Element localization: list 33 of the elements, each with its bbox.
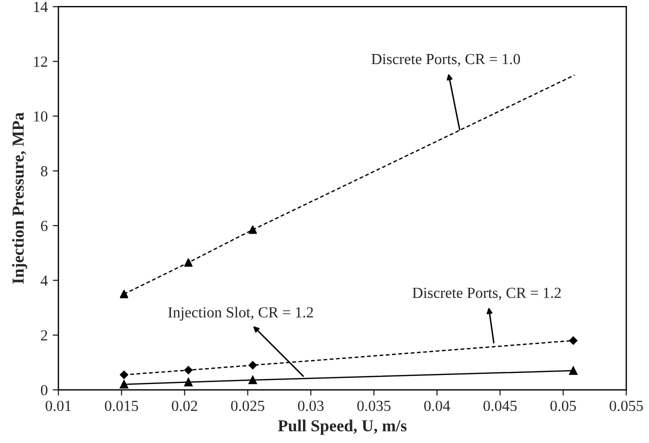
point [120,380,128,389]
point [569,366,578,375]
x-tick-label: 0.03 [298,400,324,412]
x-tick-label: 0.025 [231,400,264,412]
annotation: Discrete Ports, CR = 1.2 [412,288,561,300]
annotation: Discrete Ports, CR = 1.0 [372,54,520,66]
x-tick-label: 0.055 [610,400,643,412]
point [248,361,257,370]
point [120,370,128,379]
y-axis-title: Injection Pressure, MPa [12,112,28,284]
x-tick-label: 0.05 [550,400,576,412]
x-tick-label: 0.045 [483,400,517,412]
y-tick-label: 0 [40,384,48,396]
y-tick-label: 4 [40,276,48,286]
point [184,378,193,386]
y-tick-label: 12 [34,56,48,67]
y-tick-label: 10 [34,111,48,122]
x-tick-label: 0.04 [424,400,450,412]
point [569,336,578,345]
point [248,376,257,384]
point [248,226,257,234]
y-tick-label: 6 [41,220,48,232]
x-axis-title: Pull Speed, U, m/s [278,420,407,435]
annotation: Injection Slot, CR = 1.2 [168,306,313,321]
point [120,290,128,298]
x-tick-label: 0.035 [357,400,390,412]
x-tick-label: 0.015 [104,400,138,412]
x-tick-label: 0.02 [172,400,198,412]
y-tick-label: 14 [34,2,48,12]
x-tick-label: 0.01 [46,400,71,412]
y-tick-label: 2 [41,330,48,340]
point [184,366,193,374]
y-tick-label: 8 [40,166,48,176]
